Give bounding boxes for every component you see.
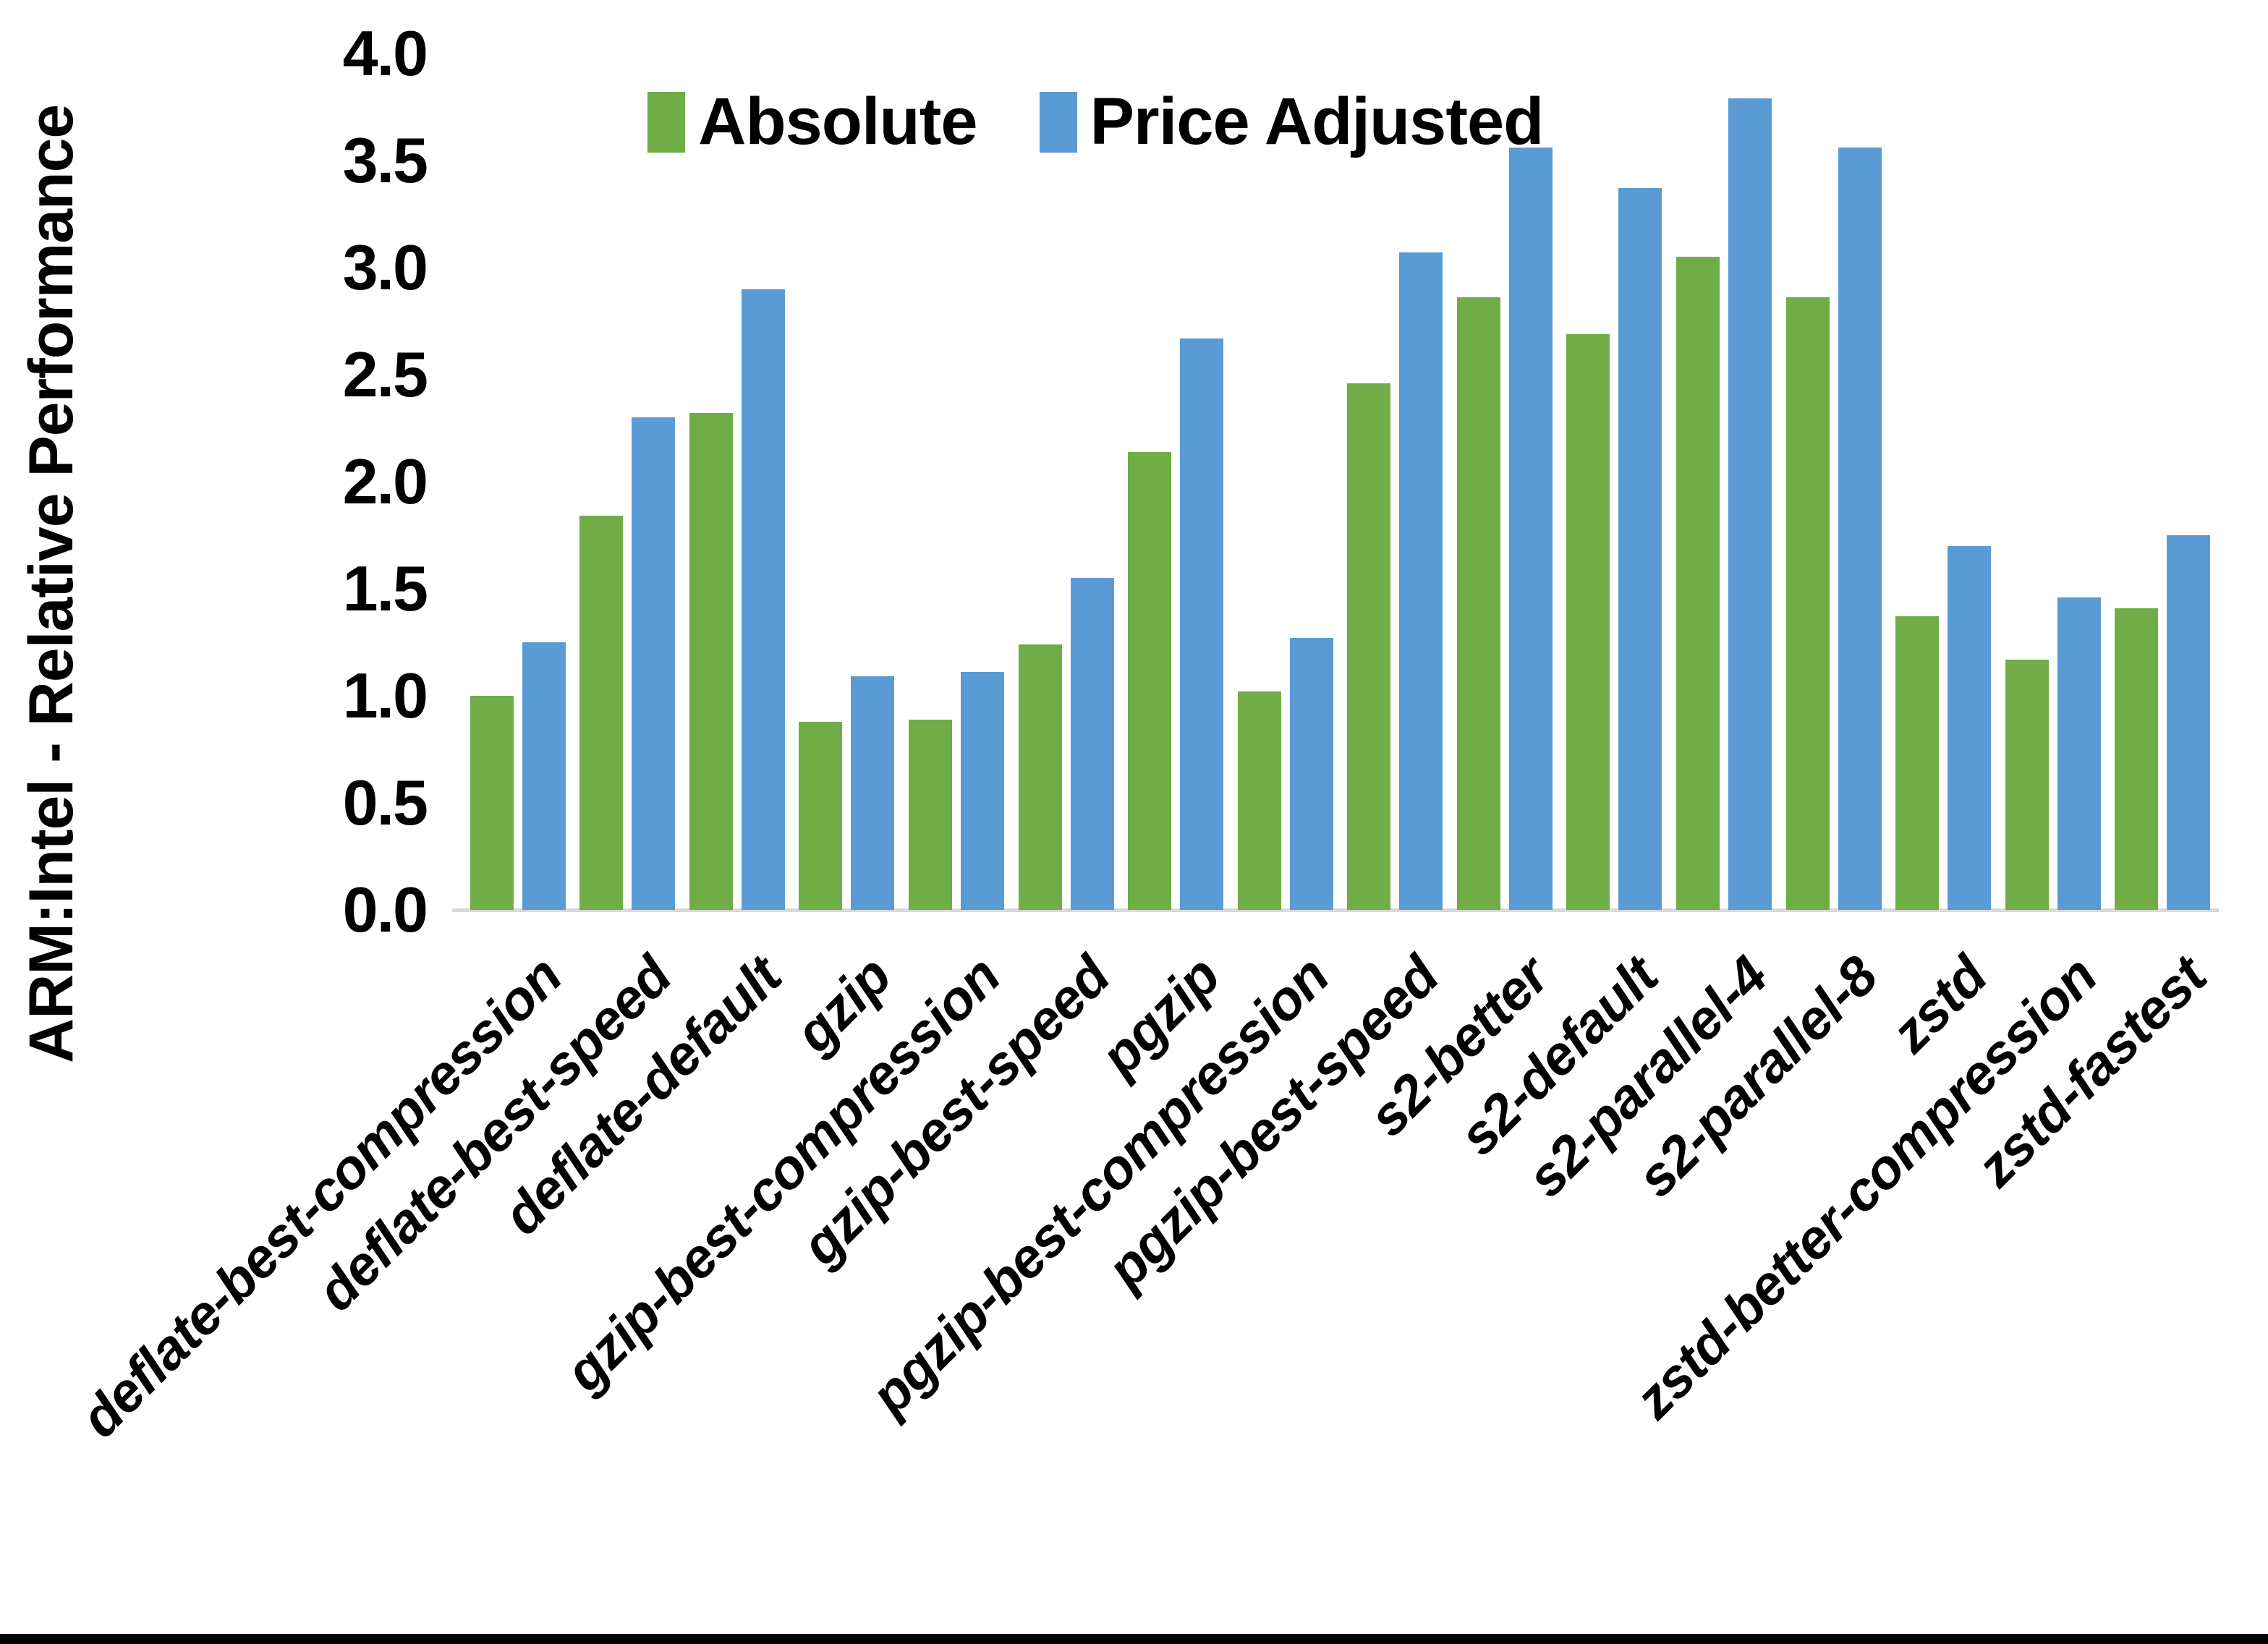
bar-absolute-deflate-best-compression (470, 696, 514, 910)
bar-absolute-deflate-best-speed (579, 516, 623, 910)
bar-absolute-s2-better (1457, 297, 1500, 910)
bar-price-adjusted-deflate-best-speed (632, 417, 675, 910)
bar-absolute-gzip (799, 722, 842, 910)
bar-price-adjusted-gzip-best-speed (1071, 578, 1114, 910)
y-tick-label: 0.0 (342, 873, 428, 945)
legend-label: Absolute (698, 85, 978, 158)
legend-swatch-icon (1039, 91, 1077, 153)
bar-price-adjusted-s2-better (1509, 148, 1553, 910)
bar-absolute-zstd-fastest (2115, 608, 2158, 910)
bar-price-adjusted-pgzip-best-compression (1290, 638, 1333, 910)
bar-price-adjusted-pgzip-best-speed (1399, 252, 1443, 910)
bar-absolute-deflate-default (689, 413, 733, 910)
y-tick-label: 1.0 (342, 659, 428, 731)
bar-price-adjusted-deflate-best-compression (522, 642, 566, 910)
y-tick-label: 4.0 (342, 17, 428, 89)
bar-price-adjusted-deflate-default (742, 289, 785, 910)
bar-absolute-gzip-best-compression (909, 720, 952, 910)
bar-absolute-gzip-best-speed (1019, 644, 1062, 910)
bar-price-adjusted-s2-default (1618, 188, 1662, 910)
bar-price-adjusted-pgzip (1180, 338, 1223, 910)
bar-absolute-pgzip (1128, 452, 1171, 910)
chart-legend: Absolute Price Adjusted (647, 84, 1545, 160)
legend-item-price-adjusted: Price Adjusted (1039, 84, 1545, 160)
bar-absolute-zstd (1895, 616, 1939, 910)
legend-label: Price Adjusted (1090, 85, 1545, 158)
y-tick-label: 3.0 (342, 231, 428, 303)
x-axis-line (452, 908, 2219, 912)
bar-price-adjusted-gzip-best-compression (961, 672, 1004, 910)
y-tick-label: 3.5 (342, 124, 428, 196)
bottom-border (0, 1634, 2268, 1644)
y-tick-label: 0.5 (342, 766, 428, 838)
legend-swatch-icon (647, 91, 685, 153)
bar-absolute-pgzip-best-speed (1347, 383, 1390, 910)
y-tick-label: 2.0 (342, 445, 428, 517)
bar-absolute-pgzip-best-compression (1238, 691, 1281, 910)
legend-item-absolute: Absolute (647, 84, 978, 160)
bar-price-adjusted-zstd-better-compression (2057, 597, 2101, 910)
bar-price-adjusted-s2-parallel-4 (1728, 98, 1772, 910)
bar-absolute-s2-default (1566, 334, 1610, 910)
bar-absolute-s2-parallel-4 (1676, 257, 1720, 910)
bar-price-adjusted-zstd (1948, 546, 1991, 910)
bar-price-adjusted-zstd-fastest (2167, 535, 2210, 910)
y-axis-title: ARM:Intel - Relative Performance (17, 104, 86, 1063)
y-tick-label: 2.5 (342, 338, 428, 410)
bar-absolute-zstd-better-compression (2005, 660, 2049, 910)
bar-price-adjusted-gzip (851, 676, 894, 910)
bar-absolute-s2-parallel-8 (1786, 297, 1830, 910)
y-tick-label: 1.5 (342, 552, 428, 624)
bar-price-adjusted-s2-parallel-8 (1838, 148, 1882, 910)
